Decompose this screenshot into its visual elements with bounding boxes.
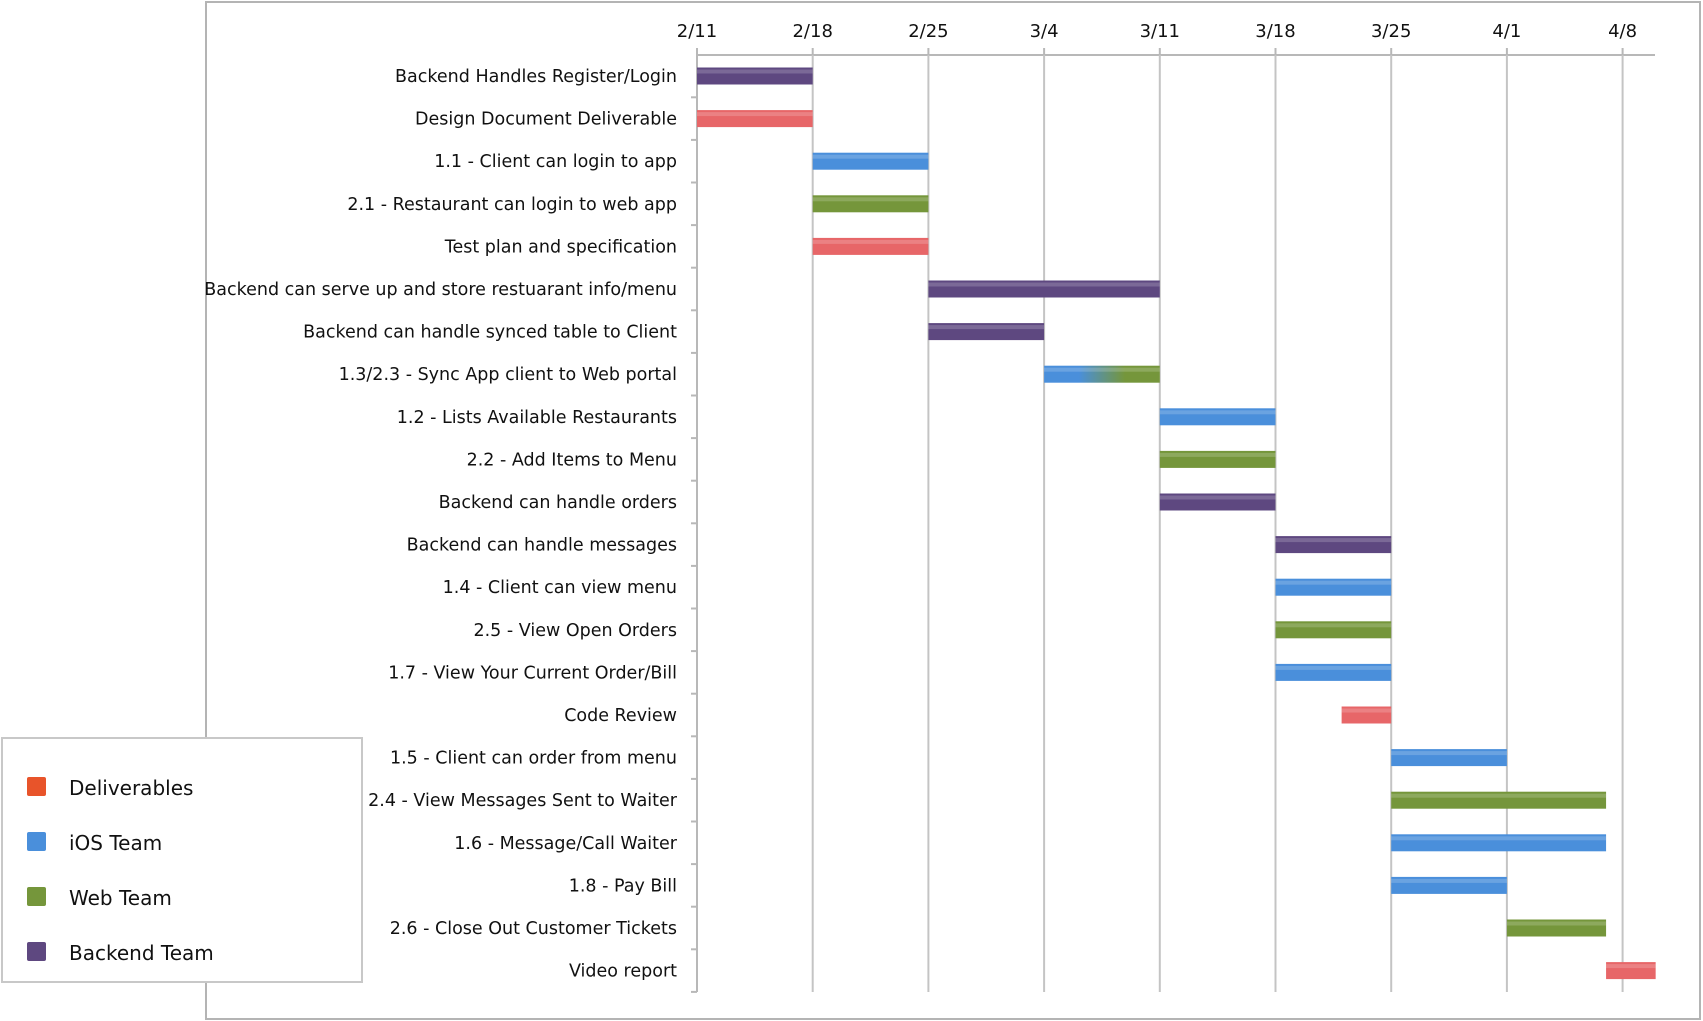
gantt-bar xyxy=(1391,876,1507,894)
task-label: Video report xyxy=(569,962,677,982)
legend-label: Deliverables xyxy=(69,776,193,800)
task-label: 1.6 - Message/Call Waiter xyxy=(454,834,677,854)
gantt-bar-highlight xyxy=(1391,878,1507,883)
task-label: Backend can handle synced table to Clien… xyxy=(303,323,677,343)
gantt-bar xyxy=(812,195,929,213)
x-tick-label: 3/4 xyxy=(1030,21,1059,42)
gantt-bar-highlight xyxy=(1275,623,1392,628)
gantt-bar xyxy=(1044,365,1160,383)
legend-label: Web Team xyxy=(69,886,172,910)
gantt-bar-highlight xyxy=(1275,538,1392,543)
gantt-bar-highlight xyxy=(1275,665,1392,670)
gantt-bar-highlight xyxy=(1275,580,1392,585)
gantt-bar-highlight xyxy=(812,197,929,202)
gantt-bar-highlight xyxy=(812,239,929,244)
x-tick-label: 2/11 xyxy=(677,21,717,42)
gantt-bar-highlight xyxy=(812,154,929,159)
gantt-bar xyxy=(1159,450,1276,468)
gantt-bar xyxy=(697,67,813,85)
legend-swatch xyxy=(27,777,46,796)
gantt-bar-highlight xyxy=(928,325,1045,330)
gantt-bar-highlight xyxy=(928,282,1160,287)
task-rows: Backend Handles Register/Login Design Doc… xyxy=(204,67,1656,982)
task-label: Backend can handle messages xyxy=(407,536,677,556)
task-label: 2.1 - Restaurant can login to web app xyxy=(347,195,677,215)
gantt-bar-highlight xyxy=(1341,708,1392,713)
gantt-bar xyxy=(1606,962,1656,980)
legend-label: iOS Team xyxy=(69,831,162,855)
gantt-bar xyxy=(1341,706,1392,724)
task-label: 1.8 - Pay Bill xyxy=(569,876,677,896)
gantt-bar xyxy=(1159,493,1276,511)
task-label: 1.1 - Client can login to app xyxy=(434,152,677,172)
task-label: Backend can handle orders xyxy=(439,493,677,513)
gantt-bar-highlight xyxy=(697,112,813,117)
gantt-bar xyxy=(1391,834,1607,852)
gantt-bar-highlight xyxy=(1391,751,1507,756)
gantt-bar xyxy=(812,237,929,255)
task-label: 2.6 - Close Out Customer Tickets xyxy=(390,919,677,939)
gantt-bar xyxy=(1275,663,1392,681)
gantt-bar xyxy=(1275,621,1392,639)
legend-swatch xyxy=(27,887,46,906)
x-tick-label: 3/18 xyxy=(1255,21,1295,42)
gantt-bar-highlight xyxy=(1606,964,1656,969)
x-tick-label: 2/25 xyxy=(908,21,948,42)
gantt-bar xyxy=(928,323,1045,341)
gantt-bar-highlight xyxy=(1506,921,1607,926)
x-tick-label: 3/25 xyxy=(1371,21,1411,42)
x-tick-label: 4/8 xyxy=(1608,21,1637,42)
gantt-bar xyxy=(928,280,1160,298)
legend-swatch xyxy=(27,832,46,851)
gantt-bar-highlight xyxy=(1159,410,1276,415)
gantt-bar xyxy=(1275,536,1392,554)
task-label: 1.7 - View Your Current Order/Bill xyxy=(388,663,677,683)
gantt-bar-highlight xyxy=(1044,367,1160,372)
gantt-bar xyxy=(1506,919,1607,937)
gantt-bar-highlight xyxy=(1159,495,1276,500)
task-label: 1.3/2.3 - Sync App client to Web portal xyxy=(339,365,677,385)
task-label: Test plan and specification xyxy=(444,237,677,257)
task-label: 1.4 - Client can view menu xyxy=(443,578,677,598)
task-label: 1.2 - Lists Available Restaurants xyxy=(397,408,677,428)
gantt-bar-highlight xyxy=(697,69,813,74)
task-label: Backend can serve up and store restuaran… xyxy=(204,280,677,300)
x-tick-label: 4/1 xyxy=(1492,21,1521,42)
legend-label: Backend Team xyxy=(69,941,214,965)
legend: Deliverables iOS Team Web Team Backend Team xyxy=(1,737,363,983)
x-tick-label: 3/11 xyxy=(1140,21,1180,42)
gantt-bar xyxy=(1391,749,1507,767)
gantt-bar xyxy=(1391,791,1607,809)
chart-frame xyxy=(205,1,1701,1020)
gantt-bar-highlight xyxy=(1391,836,1607,841)
gantt-bar xyxy=(812,152,929,170)
gantt-bar xyxy=(697,110,813,128)
gantt-bar-highlight xyxy=(1159,452,1276,457)
task-label: 2.4 - View Messages Sent to Waiter xyxy=(368,791,678,811)
task-label: 2.2 - Add Items to Menu xyxy=(467,450,677,470)
task-label: Code Review xyxy=(564,706,677,726)
legend-box xyxy=(1,737,363,983)
task-label: Design Document Deliverable xyxy=(415,110,677,130)
task-label: 2.5 - View Open Orders xyxy=(473,621,677,641)
gantt-bar xyxy=(1159,408,1276,426)
x-tick-label: 2/18 xyxy=(792,21,832,42)
gantt-bar xyxy=(1275,578,1392,596)
legend-swatch xyxy=(27,942,46,961)
task-label: Backend Handles Register/Login xyxy=(395,67,677,87)
gantt-bar-highlight xyxy=(1391,793,1607,798)
task-label: 1.5 - Client can order from menu xyxy=(390,749,677,769)
x-axis-ticks: 2/11 2/18 2/25 3/4 3/11 3/18 3/25 4/1 4/8 xyxy=(677,21,1637,42)
